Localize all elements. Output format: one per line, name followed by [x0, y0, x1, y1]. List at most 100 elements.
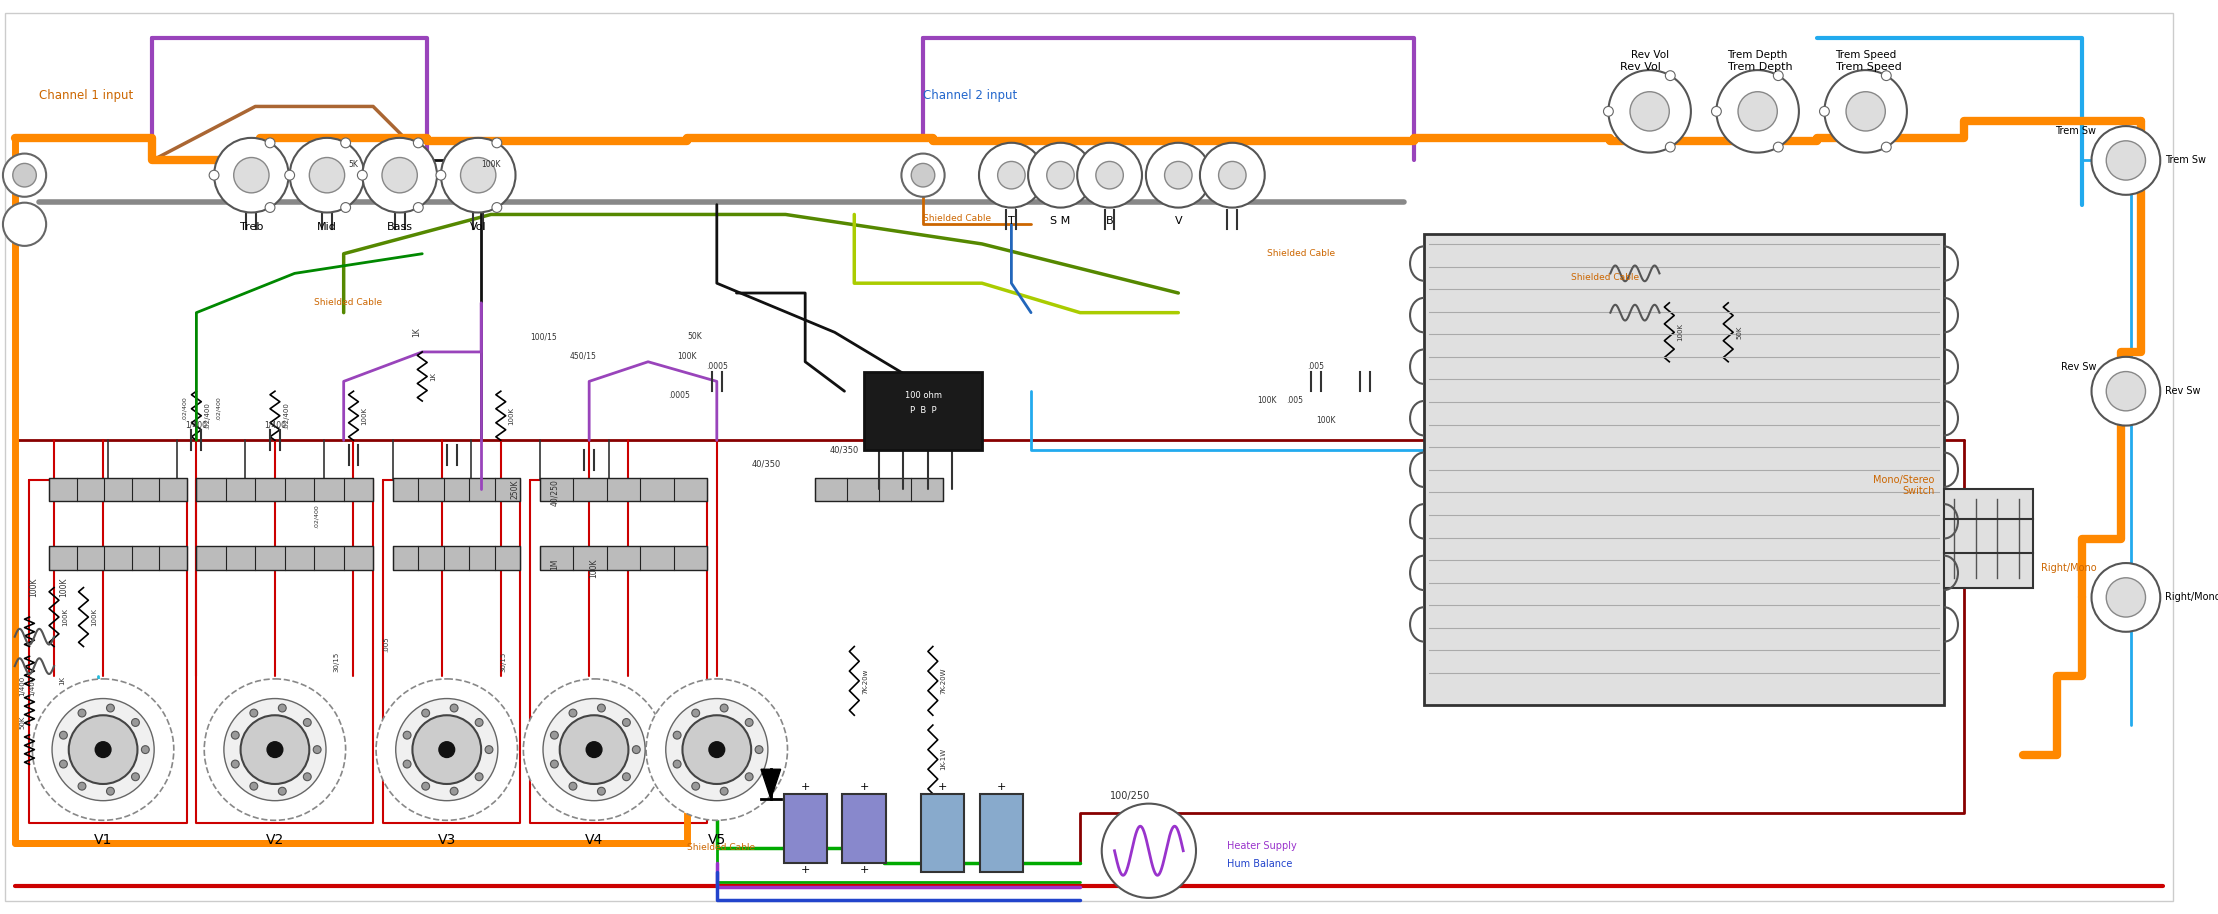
Bar	[920, 793, 965, 872]
Text: 1M: 1M	[550, 558, 559, 569]
Circle shape	[291, 138, 364, 212]
Circle shape	[570, 709, 577, 717]
Circle shape	[204, 679, 346, 821]
Circle shape	[69, 716, 138, 784]
Text: V5: V5	[708, 833, 725, 847]
Bar	[843, 793, 885, 863]
Circle shape	[1881, 70, 1892, 80]
Text: P  B  P: P B P	[909, 406, 936, 415]
Circle shape	[674, 760, 681, 768]
Text: Right/Mono: Right/Mono	[2041, 563, 2096, 573]
Circle shape	[362, 138, 437, 212]
Text: Rev Sw: Rev Sw	[2165, 387, 2200, 396]
Circle shape	[2107, 372, 2145, 411]
Text: V3: V3	[437, 833, 457, 847]
Circle shape	[623, 718, 630, 727]
Circle shape	[745, 718, 754, 727]
Circle shape	[277, 704, 286, 712]
Circle shape	[60, 731, 67, 739]
Circle shape	[106, 787, 115, 795]
Text: 1K-1W: 1K-1W	[940, 749, 947, 771]
Circle shape	[475, 773, 484, 781]
Text: 100K: 100K	[62, 608, 69, 626]
Circle shape	[266, 742, 284, 758]
Text: 1/400: 1/400	[1222, 200, 1244, 208]
Text: .02/400: .02/400	[315, 505, 319, 528]
Circle shape	[998, 162, 1025, 189]
Circle shape	[78, 782, 87, 790]
Circle shape	[251, 782, 257, 790]
Text: Shielded Cable: Shielded Cable	[688, 843, 756, 852]
Circle shape	[632, 746, 641, 753]
Circle shape	[413, 716, 481, 784]
Text: 50K: 50K	[20, 716, 27, 728]
Circle shape	[523, 679, 665, 821]
Circle shape	[550, 760, 559, 768]
Text: 100K: 100K	[1677, 324, 1683, 341]
Text: V4: V4	[586, 833, 603, 847]
Circle shape	[284, 170, 295, 180]
Text: Shielded Cable: Shielded Cable	[315, 298, 381, 307]
Text: +: +	[858, 865, 869, 875]
Text: Trem Sw: Trem Sw	[2165, 155, 2207, 165]
Bar	[783, 793, 827, 863]
Circle shape	[665, 698, 767, 801]
Circle shape	[266, 138, 275, 148]
Text: 100K: 100K	[590, 558, 599, 578]
Text: 100K: 100K	[60, 578, 69, 597]
Circle shape	[2092, 356, 2160, 426]
Circle shape	[215, 138, 288, 212]
Circle shape	[1218, 162, 1247, 189]
Circle shape	[1774, 70, 1783, 80]
Circle shape	[721, 704, 728, 712]
Circle shape	[1825, 70, 1907, 153]
Circle shape	[231, 760, 240, 768]
Text: 100K: 100K	[91, 608, 98, 626]
Text: 100/250: 100/250	[1109, 791, 1149, 801]
Circle shape	[313, 746, 322, 753]
Circle shape	[2107, 141, 2145, 180]
Circle shape	[674, 731, 681, 739]
Text: .005: .005	[1306, 362, 1324, 371]
Text: 1K: 1K	[430, 372, 437, 381]
Text: 100K: 100K	[1315, 416, 1335, 425]
Text: 40/350: 40/350	[830, 445, 858, 454]
Circle shape	[357, 170, 368, 180]
Text: V2: V2	[266, 833, 284, 847]
Circle shape	[78, 709, 87, 717]
Circle shape	[131, 773, 140, 781]
Text: 1/400: 1/400	[29, 676, 35, 696]
Circle shape	[721, 787, 728, 795]
Circle shape	[51, 698, 155, 801]
Circle shape	[224, 698, 326, 801]
Circle shape	[13, 164, 35, 187]
Text: Trem Depth: Trem Depth	[1728, 50, 1788, 60]
Circle shape	[1102, 803, 1196, 898]
Text: 100K: 100K	[676, 352, 696, 361]
Circle shape	[106, 704, 115, 712]
Circle shape	[233, 157, 268, 193]
Bar	[1424, 234, 1945, 706]
Circle shape	[586, 742, 601, 758]
Circle shape	[251, 709, 257, 717]
Text: 100/15: 100/15	[530, 333, 557, 341]
Bar	[539, 478, 708, 501]
Bar	[1945, 489, 2032, 588]
Text: 40/250: 40/250	[550, 480, 559, 506]
Circle shape	[1666, 70, 1675, 80]
Text: 5K: 5K	[348, 161, 359, 169]
Text: Right/Mono: Right/Mono	[2165, 592, 2218, 602]
Circle shape	[33, 679, 173, 821]
Text: 100K: 100K	[362, 407, 368, 425]
Text: Rev Vol: Rev Vol	[1630, 50, 1668, 60]
Circle shape	[342, 203, 350, 212]
Text: Rev Vol: Rev Vol	[1619, 62, 1661, 72]
Text: 1/400: 1/400	[1098, 200, 1120, 208]
Text: .02/400: .02/400	[182, 396, 186, 420]
Text: Rev Sw: Rev Sw	[2061, 362, 2096, 372]
Text: Shielded Cable: Shielded Cable	[1570, 273, 1639, 282]
Circle shape	[901, 154, 945, 197]
Circle shape	[1604, 106, 1612, 116]
Polygon shape	[761, 770, 781, 799]
Circle shape	[1717, 70, 1799, 153]
